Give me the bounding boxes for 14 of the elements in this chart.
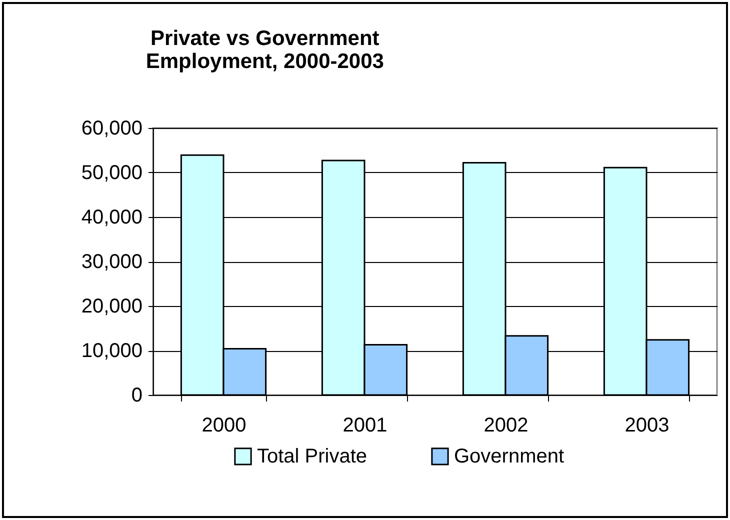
y-tick-label: 20,000	[81, 296, 142, 318]
legend-label: Government	[454, 445, 564, 468]
x-tick-label: 2003	[624, 414, 670, 436]
x-tick-label: 2001	[342, 414, 388, 436]
x-tick-label: 2000	[202, 414, 246, 436]
y-tick-label: 60,000	[81, 118, 142, 140]
y-tick-label: 40,000	[81, 206, 142, 228]
y-tick-label: 30,000	[81, 251, 142, 273]
y-tick-label: 50,000	[81, 162, 142, 184]
y-tick-label: 10,000	[81, 340, 142, 362]
chart-title: Private vs Government Employment, 2000-2003	[146, 27, 384, 73]
legend-label: Total Private	[257, 445, 368, 468]
y-tick-label: 0	[131, 384, 142, 406]
x-tick-label: 2002	[484, 414, 528, 436]
